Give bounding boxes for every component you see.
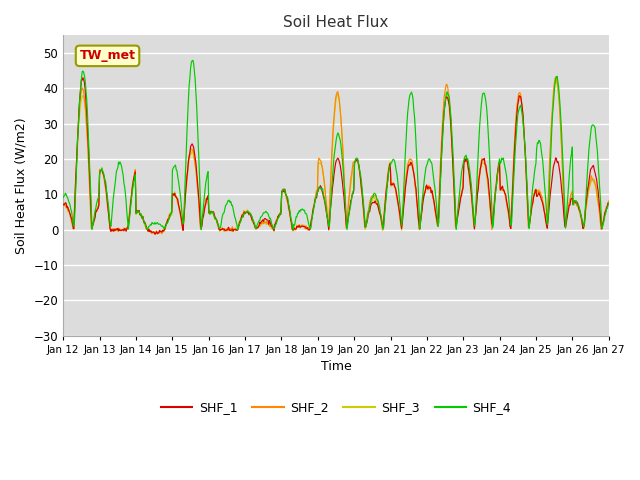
Title: Soil Heat Flux: Soil Heat Flux <box>284 15 388 30</box>
Text: TW_met: TW_met <box>79 49 136 62</box>
Y-axis label: Soil Heat Flux (W/m2): Soil Heat Flux (W/m2) <box>15 117 28 254</box>
X-axis label: Time: Time <box>321 360 351 373</box>
Legend: SHF_1, SHF_2, SHF_3, SHF_4: SHF_1, SHF_2, SHF_3, SHF_4 <box>156 396 516 419</box>
